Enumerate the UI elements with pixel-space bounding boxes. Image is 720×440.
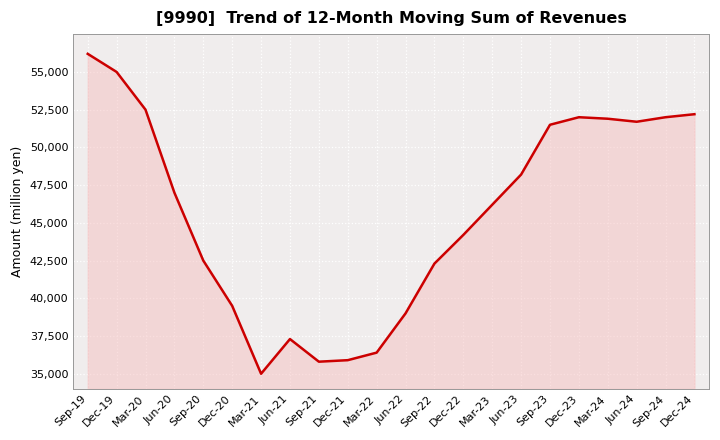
Y-axis label: Amount (million yen): Amount (million yen) — [11, 146, 24, 277]
Title: [9990]  Trend of 12-Month Moving Sum of Revenues: [9990] Trend of 12-Month Moving Sum of R… — [156, 11, 626, 26]
